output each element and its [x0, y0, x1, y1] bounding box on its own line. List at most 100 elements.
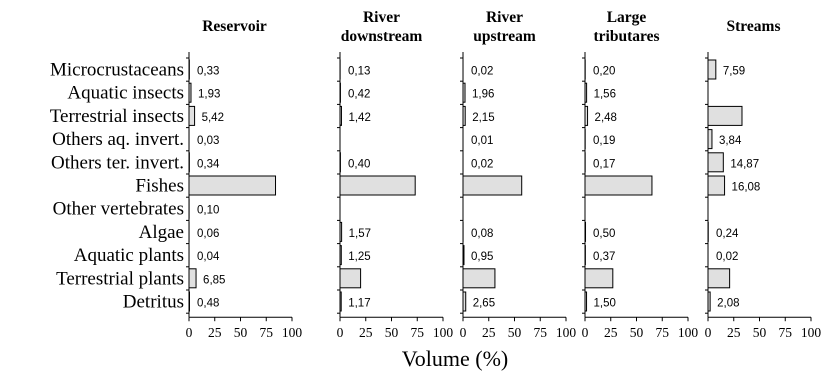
data-label: 0,24: [716, 228, 739, 240]
data-label: 14,87: [730, 158, 759, 170]
panel-title-line: River: [363, 9, 400, 26]
bar: [462, 82, 466, 103]
x-tick-label: 100: [433, 325, 454, 340]
bar: [707, 129, 713, 150]
category-label: Others aq. invert.: [52, 129, 184, 150]
bar: [584, 268, 614, 289]
data-label: 0,02: [471, 66, 493, 78]
x-tick-label: 0: [337, 325, 344, 340]
data-label: 0,48: [197, 298, 219, 310]
category-label: Other vertebrates: [53, 199, 184, 220]
category-label: Fishes: [135, 176, 184, 197]
bar: [462, 105, 466, 126]
data-label: 0,13: [348, 66, 370, 78]
x-tick-label: 0: [186, 325, 193, 340]
bar: [188, 105, 196, 126]
panel: Reservoir 0 25 50 75 100 0,33 1,93 5,42 0,03 0,34 0…: [186, 18, 303, 340]
bar: [707, 59, 717, 80]
panel: River upstream 0 25 50 75 100 0,02 1,96 2,15 0,01 0…: [460, 9, 577, 340]
data-label: 0,33: [197, 66, 219, 78]
x-tick-label: 100: [678, 325, 699, 340]
panel-title-line: River: [486, 9, 523, 26]
bar: [339, 105, 342, 126]
bar: [188, 82, 192, 103]
category-label: Terrestrial insects: [50, 106, 184, 127]
bar: [339, 175, 416, 196]
x-tick-label: 25: [208, 325, 222, 340]
bar: [707, 291, 711, 312]
x-axis-title: Volume (%): [402, 346, 509, 371]
data-label: 0,02: [716, 251, 738, 263]
data-label: 1,96: [472, 89, 494, 101]
bar: [339, 268, 362, 289]
category-label: Algae: [139, 222, 184, 243]
bar: [188, 268, 197, 289]
x-tick-label: 75: [779, 325, 793, 340]
data-label: 1,93: [198, 89, 220, 101]
data-label: 0,37: [593, 251, 615, 263]
bar: [339, 221, 343, 242]
x-tick-label: 0: [460, 325, 467, 340]
data-label: 2,08: [717, 298, 739, 310]
bar: [462, 175, 523, 196]
bar: [707, 152, 724, 173]
data-label: 1,50: [594, 298, 616, 310]
data-label: 1,42: [348, 112, 370, 124]
data-label: 3,84: [719, 135, 742, 147]
x-tick-label: 50: [234, 325, 248, 340]
data-label: 0,19: [593, 135, 615, 147]
panel-title-line: tributares: [593, 28, 659, 45]
data-label: 0,10: [197, 205, 219, 217]
data-label: 0,03: [197, 135, 219, 147]
bar: [584, 105, 589, 126]
x-tick-label: 25: [482, 325, 496, 340]
panel-title: Streams: [727, 18, 781, 35]
x-tick-label: 50: [753, 325, 767, 340]
x-tick-label: 75: [411, 325, 425, 340]
data-label: 0,40: [348, 158, 370, 170]
x-tick-label: 0: [705, 325, 712, 340]
data-label: 5,42: [202, 112, 224, 124]
x-tick-label: 75: [534, 325, 548, 340]
bar: [584, 175, 653, 196]
x-tick-label: 0: [582, 325, 589, 340]
category-label: Terrestrial plants: [56, 268, 184, 289]
bar: [707, 175, 726, 196]
bar: [462, 245, 465, 266]
bar: [584, 291, 588, 312]
panel: Large tributares 0 25 50 75 100 0,20 1,56 2,48 0,1…: [582, 9, 699, 340]
bar: [707, 105, 743, 126]
x-tick-label: 25: [727, 325, 741, 340]
data-label: 0,08: [471, 228, 493, 240]
data-label: 1,25: [348, 251, 370, 263]
bar: [584, 82, 588, 103]
x-tick-label: 100: [556, 325, 577, 340]
bar: [584, 221, 587, 242]
data-label: 0,34: [197, 158, 220, 170]
data-label: 0,06: [197, 228, 219, 240]
bar: [339, 245, 342, 266]
data-label: 6,85: [203, 274, 225, 286]
data-label: 0,50: [593, 228, 615, 240]
data-label: 0,04: [197, 251, 220, 263]
data-label: 0,01: [471, 135, 493, 147]
data-label: 0,20: [593, 66, 615, 78]
data-label: 2,15: [472, 112, 494, 124]
category-label: Detritus: [123, 292, 184, 313]
bar: [707, 268, 731, 289]
x-tick-label: 50: [508, 325, 522, 340]
data-label: 1,57: [349, 228, 371, 240]
bar: [339, 291, 342, 312]
data-label: 0,95: [471, 251, 493, 263]
data-label: 2,65: [473, 298, 495, 310]
panel: Streams 0 25 50 75 100 7,59 3,84 14,87 16,08 0,24 0…: [705, 18, 822, 340]
bar: [462, 291, 467, 312]
panel-title-line: Large: [607, 9, 647, 26]
panel-title-line: downstream: [341, 28, 423, 45]
bar: [188, 175, 277, 196]
x-tick-label: 75: [656, 325, 670, 340]
panel-title-line: upstream: [473, 28, 536, 45]
data-label: 0,02: [471, 158, 493, 170]
category-label: Aquatic insects: [67, 83, 184, 104]
